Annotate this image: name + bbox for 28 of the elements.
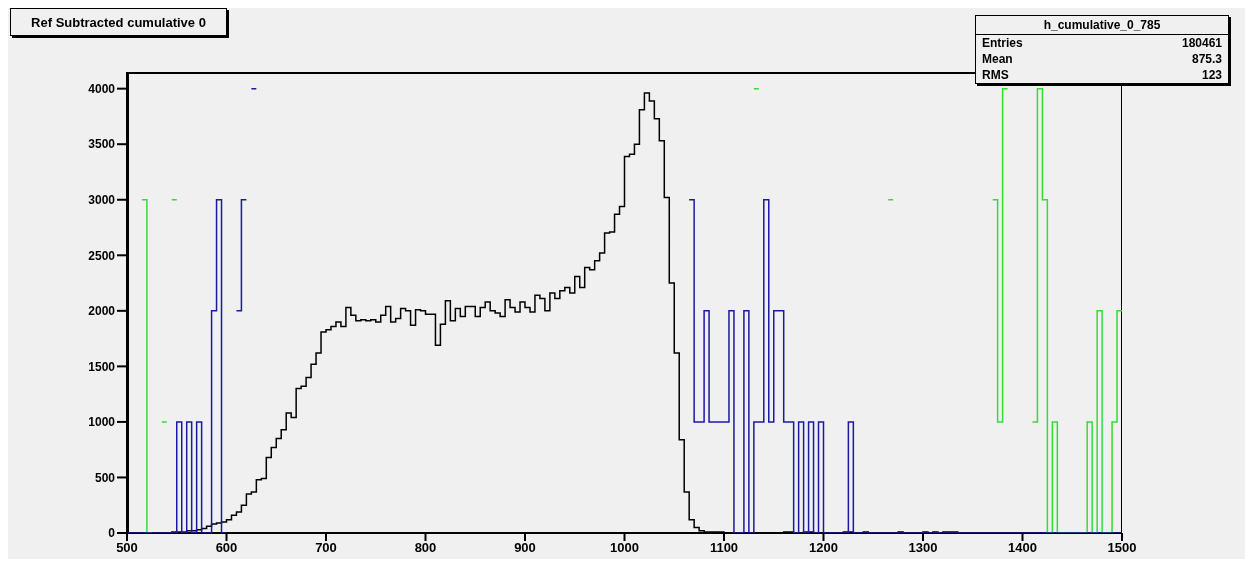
text: Mean (982, 52, 1013, 66)
text: 875.3 (1191, 52, 1222, 66)
chart-title: Ref Subtracted cumulative 0 (10, 8, 227, 36)
x-tick-label: 700 (315, 540, 337, 556)
x-tick-label: 1300 (908, 540, 938, 556)
x-tick-label: 1500 (1107, 540, 1137, 556)
x-tick-label: 500 (116, 540, 138, 556)
x-tick-label: 1100 (709, 540, 739, 556)
y-tick-label: 1000 (88, 415, 116, 430)
text: h_cumulative_0_785 (976, 16, 1228, 35)
y-tick-label: 4000 (88, 81, 116, 96)
annotation: RMS (982, 68, 1009, 82)
y-tick-label: 0 (108, 526, 116, 541)
text: 123 (1201, 68, 1222, 82)
y-tick-label: 2500 (88, 248, 116, 263)
text: Entries (982, 36, 1023, 50)
y-tick-label: 2000 (88, 304, 116, 319)
x-tick-label: 900 (514, 540, 536, 556)
y-tick-label: 3000 (88, 193, 116, 208)
x-tick-label: 1000 (610, 540, 639, 556)
y-tick-label: 1500 (88, 359, 116, 374)
x-tick-label: 1200 (809, 540, 838, 556)
text: 180461 (1181, 36, 1222, 50)
x-tick-label: 600 (215, 540, 238, 556)
x-tick-label: 1400 (1008, 540, 1037, 556)
y-tick-label: 500 (94, 470, 116, 485)
x-tick-label: 800 (414, 540, 437, 556)
y-tick-label: 3500 (88, 137, 116, 152)
